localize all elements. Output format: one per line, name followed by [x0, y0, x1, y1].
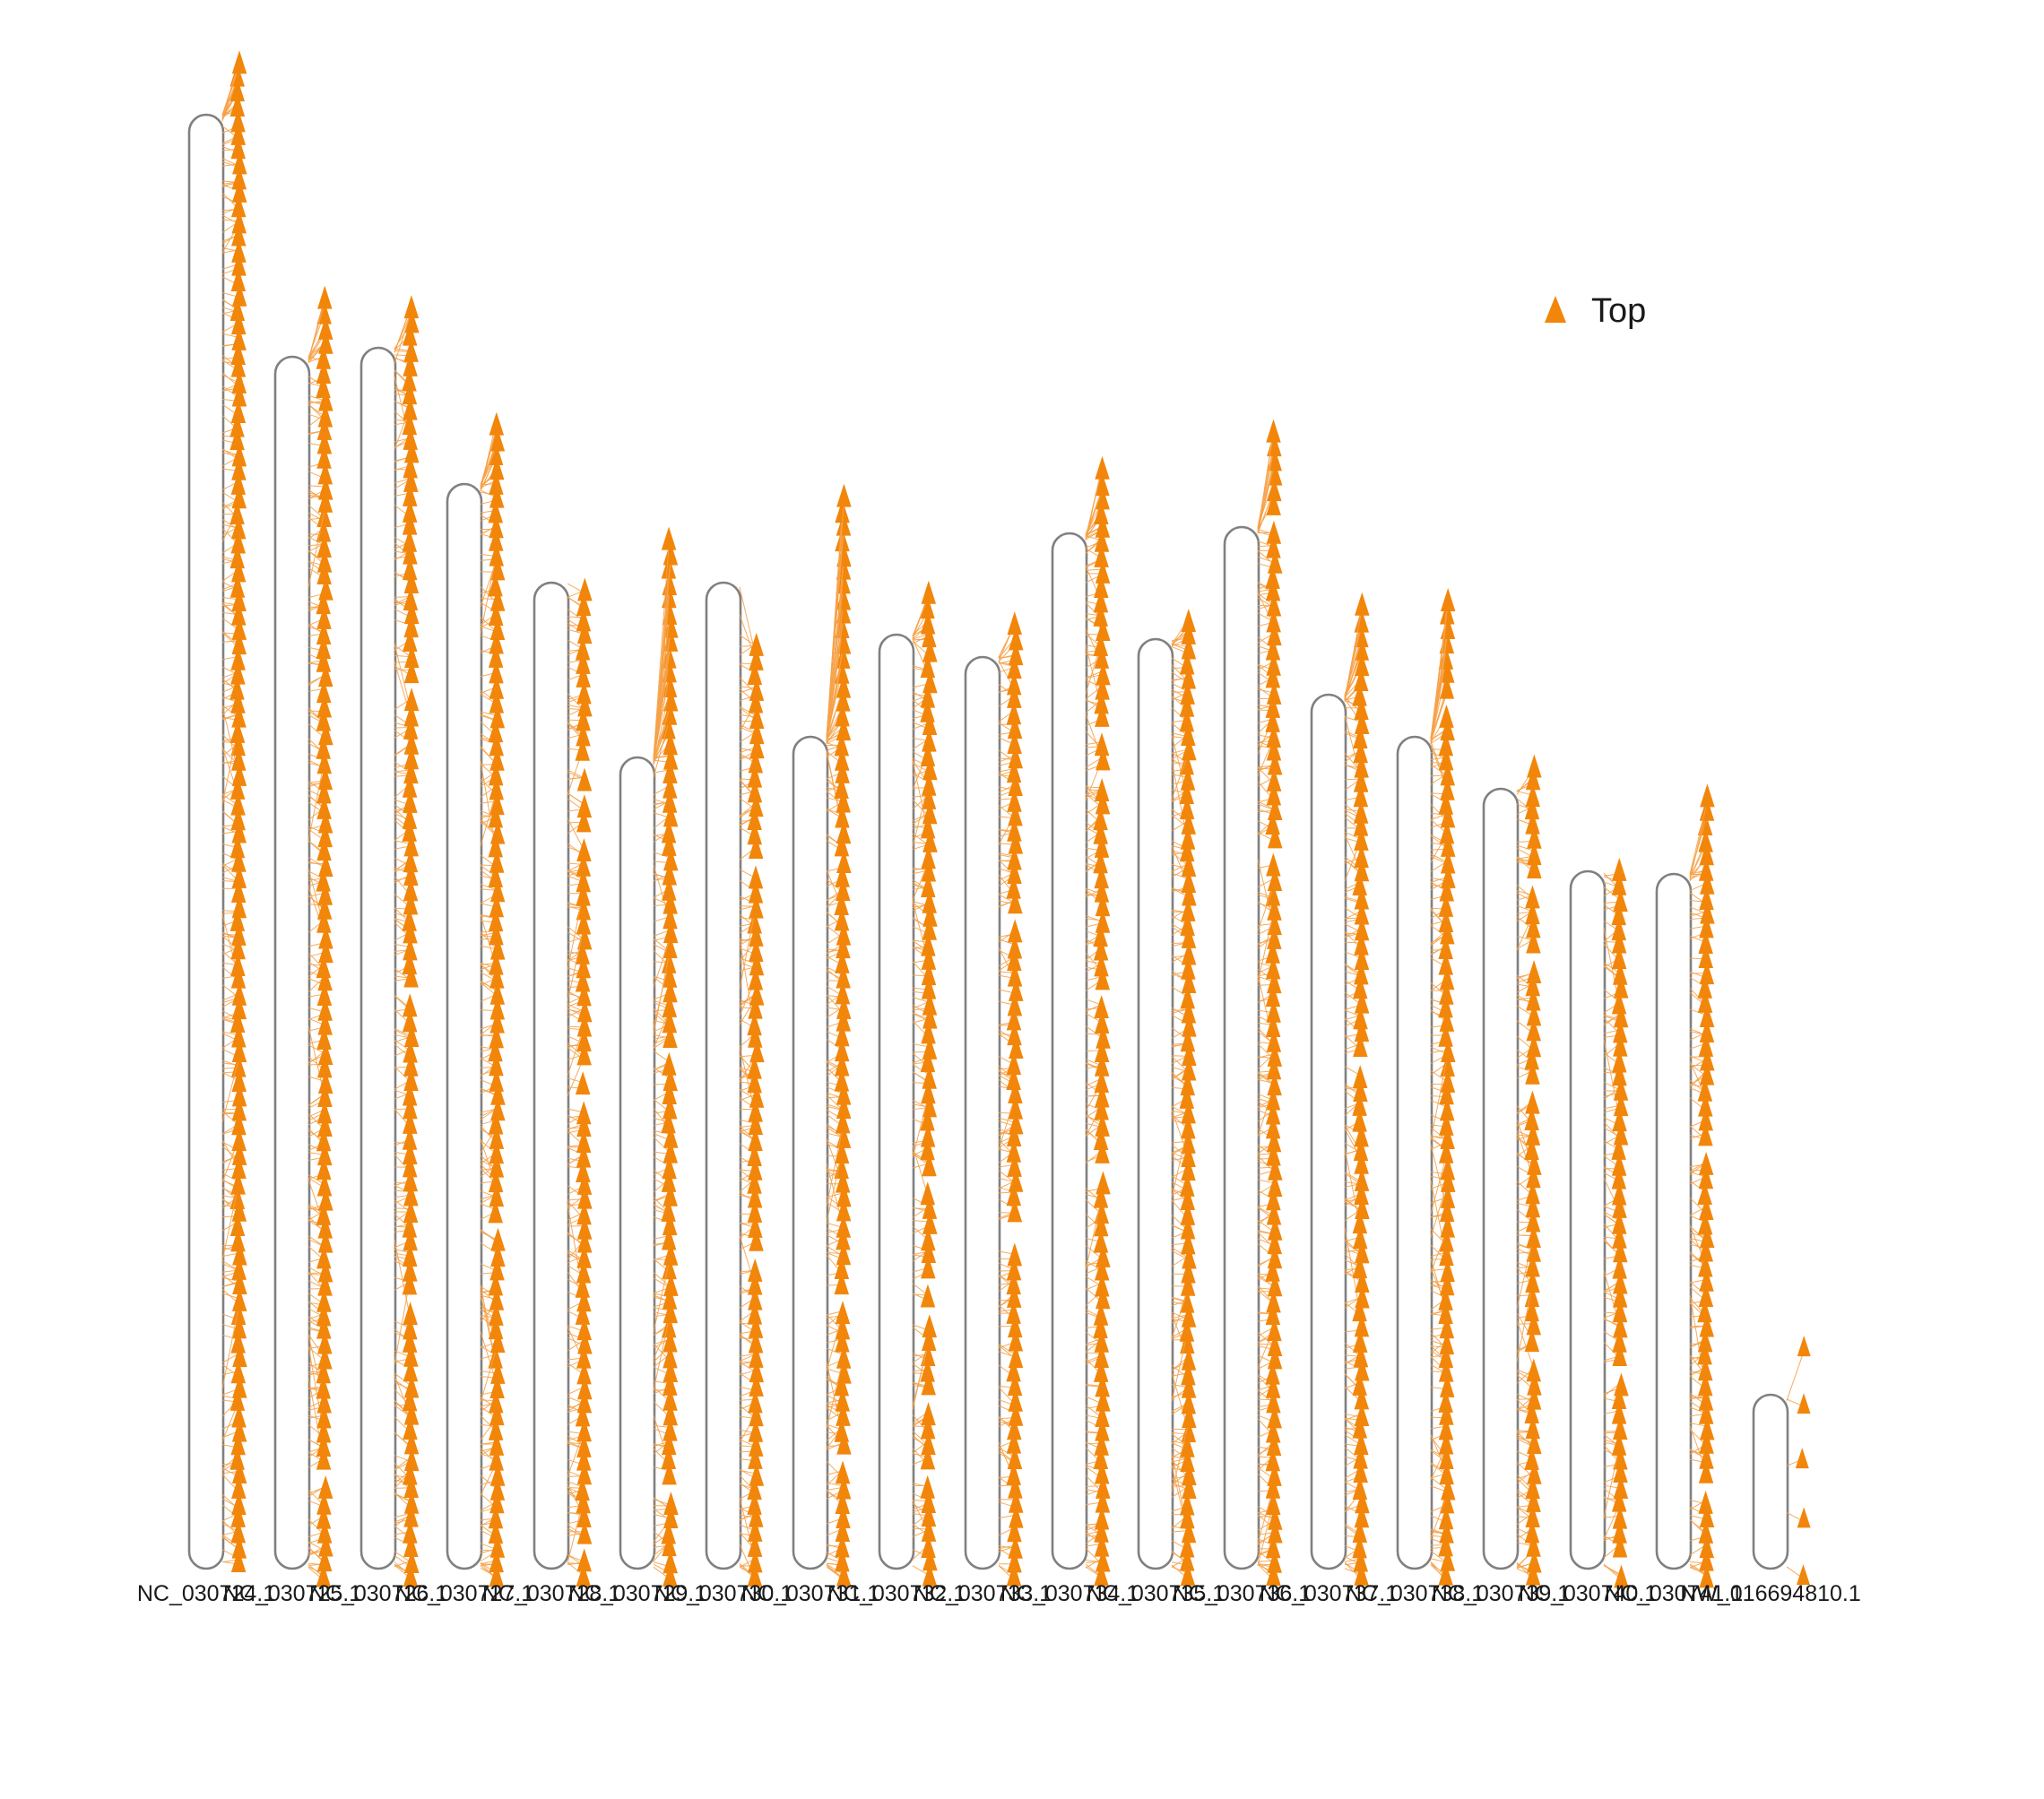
svg-text:NW_016694810.1: NW_016694810.1	[1680, 1581, 1861, 1606]
svg-text:Top: Top	[1591, 292, 1646, 330]
